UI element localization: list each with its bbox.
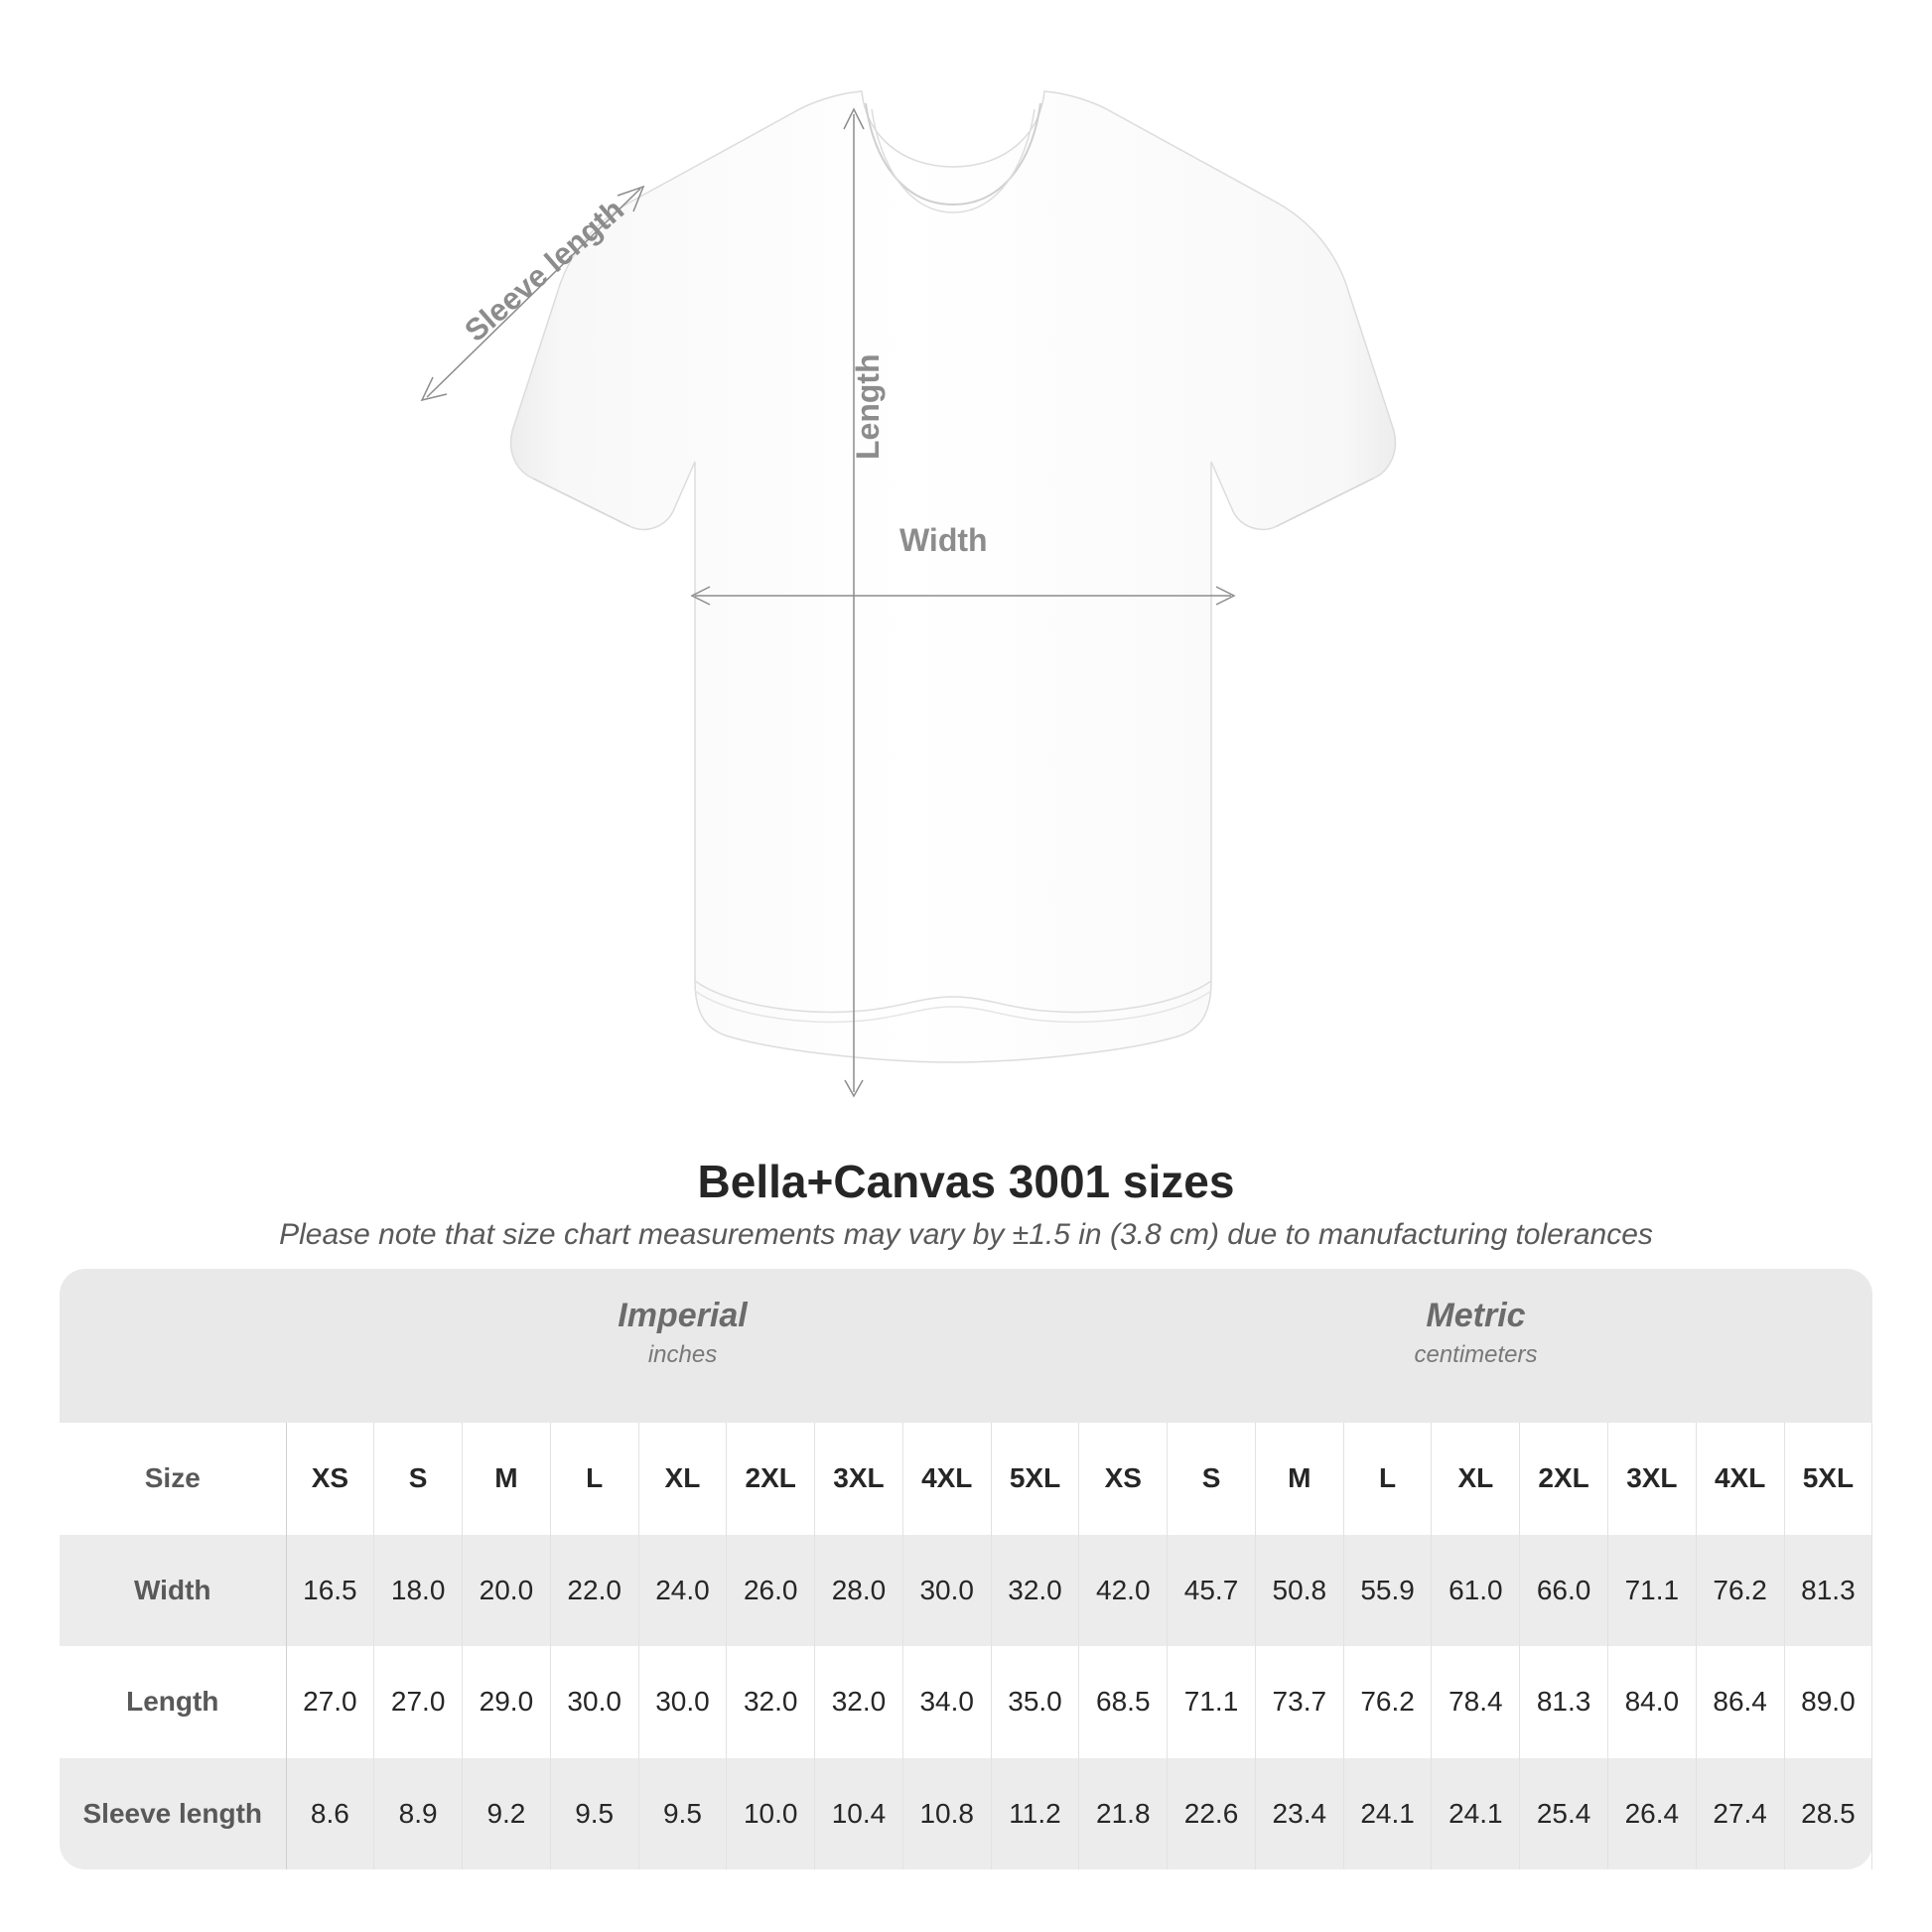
svg-text:Sleeve length: Sleeve length — [458, 192, 630, 348]
svg-text:Length: Length — [850, 353, 886, 460]
svg-text:Width: Width — [899, 522, 988, 558]
